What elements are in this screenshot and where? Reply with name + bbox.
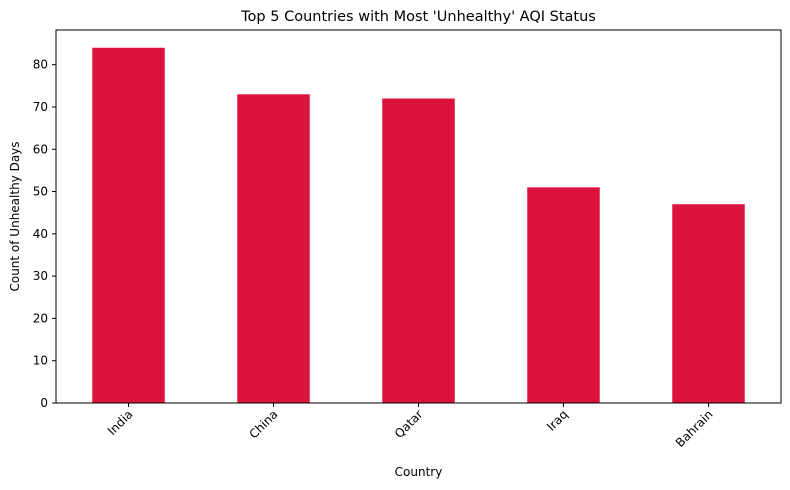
y-tick-label-30: 30 bbox=[33, 269, 48, 283]
bar-china bbox=[237, 94, 310, 403]
x-axis: India China Qatar Iraq Bahrain bbox=[105, 403, 716, 450]
y-tick-label-80: 80 bbox=[33, 58, 48, 72]
x-tick-label-iraq: Iraq bbox=[544, 407, 570, 433]
y-tick-label-40: 40 bbox=[33, 227, 48, 241]
bar-bahrain bbox=[672, 204, 745, 403]
bars-group bbox=[92, 47, 745, 404]
chart-title: Top 5 Countries with Most 'Unhealthy' AQ… bbox=[240, 9, 596, 25]
y-tick-label-20: 20 bbox=[33, 311, 48, 325]
y-tick-label-60: 60 bbox=[33, 142, 48, 156]
y-tick-label-70: 70 bbox=[33, 100, 48, 114]
x-tick-label-qatar: Qatar bbox=[392, 407, 426, 441]
y-tick-label-50: 50 bbox=[33, 185, 48, 199]
plot-frame bbox=[55, 29, 782, 404]
bar-india bbox=[92, 47, 165, 404]
x-tick-label-india: India bbox=[105, 407, 136, 438]
y-tick-label-0: 0 bbox=[40, 396, 48, 410]
y-axis-label: Count of Unhealthy Days bbox=[8, 141, 22, 291]
x-tick-label-bahrain: Bahrain bbox=[673, 407, 716, 450]
y-tick-label-10: 10 bbox=[33, 354, 48, 368]
y-axis: 0 10 20 30 40 50 60 70 80 bbox=[33, 58, 56, 410]
x-tick-label-china: China bbox=[246, 407, 280, 441]
bar-qatar bbox=[382, 98, 455, 404]
x-axis-label: Country bbox=[395, 465, 443, 479]
bar-iraq bbox=[527, 187, 600, 403]
